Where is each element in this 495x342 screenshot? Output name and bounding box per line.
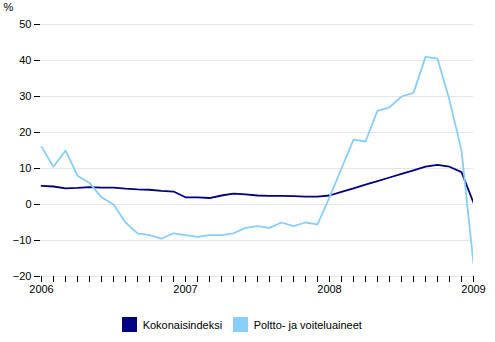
svg-text:10: 10 <box>19 162 31 174</box>
svg-text:2006: 2006 <box>29 283 53 295</box>
svg-text:%: % <box>4 1 14 13</box>
svg-text:30: 30 <box>19 90 31 102</box>
html-text:Poltto- ja voiteluaineet: Poltto- ja voiteluaineet <box>253 318 362 331</box>
svg-text:40: 40 <box>19 54 31 66</box>
svg-text:2007: 2007 <box>173 283 197 295</box>
svg-text:50: 50 <box>19 18 31 30</box>
svg-text:−10: −10 <box>13 234 32 246</box>
svg-text:−20: −20 <box>13 270 32 282</box>
svg-text:2008: 2008 <box>317 283 341 295</box>
svg-text:2009: 2009 <box>461 283 485 295</box>
svg-text:20: 20 <box>19 126 31 138</box>
svg-text:0: 0 <box>25 198 31 210</box>
html-text:Kokonaisindeksi: Kokonaisindeksi <box>142 318 223 331</box>
